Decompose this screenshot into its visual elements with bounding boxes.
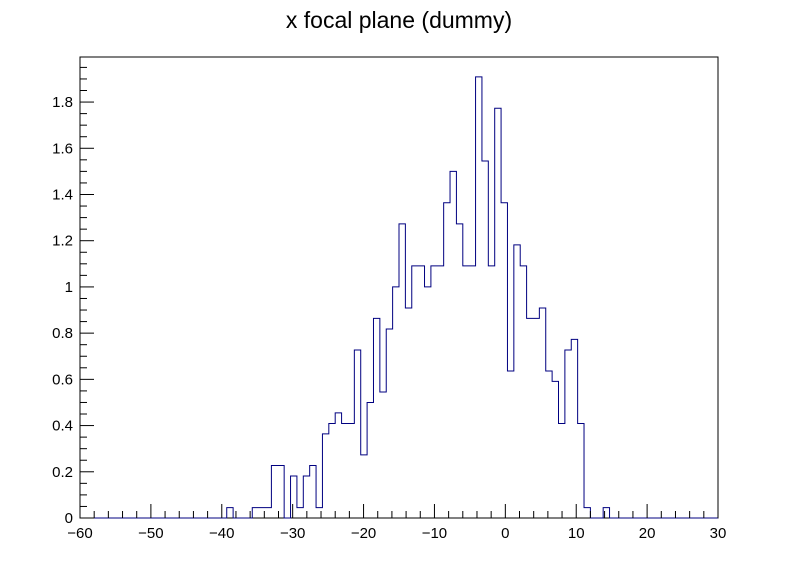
plot-frame-border <box>79 56 719 519</box>
x-tick-label: −20 <box>351 525 376 542</box>
x-axis: −60 −50 −40 −30 −20 −10 0 10 20 30 <box>67 504 726 542</box>
x-tick-label: −50 <box>138 525 163 542</box>
y-tick-label: 1.2 <box>52 233 73 250</box>
x-tick-label: −60 <box>67 525 92 542</box>
y-tick-label: 1.8 <box>52 94 73 111</box>
x-tick-label: 10 <box>568 525 585 542</box>
y-tick-label: 0.8 <box>52 325 73 342</box>
y-tick-label: 0.4 <box>52 418 73 435</box>
y-tick-label: 1 <box>65 279 73 296</box>
x-tick-label: −30 <box>280 525 305 542</box>
x-tick-label: −10 <box>422 525 447 542</box>
x-tick-label: 0 <box>501 525 509 542</box>
y-axis: 0 0.2 0.4 0.6 0.8 1 1.2 1.4 1.6 1.8 <box>52 66 94 527</box>
x-tick-label: −40 <box>209 525 234 542</box>
x-tick-label: 20 <box>639 525 656 542</box>
histogram-series <box>80 76 718 519</box>
y-tick-label: 0.6 <box>52 371 73 388</box>
y-tick-label: 1.6 <box>52 140 73 157</box>
x-tick-label: 30 <box>710 525 727 542</box>
y-tick-label: 1.4 <box>52 186 73 203</box>
plot-frame <box>79 56 719 519</box>
y-tick-label: 0.2 <box>52 464 73 481</box>
histogram-outline <box>80 76 718 519</box>
y-tick-label: 0 <box>65 510 73 527</box>
chart-title: x focal plane (dummy) <box>286 7 512 33</box>
